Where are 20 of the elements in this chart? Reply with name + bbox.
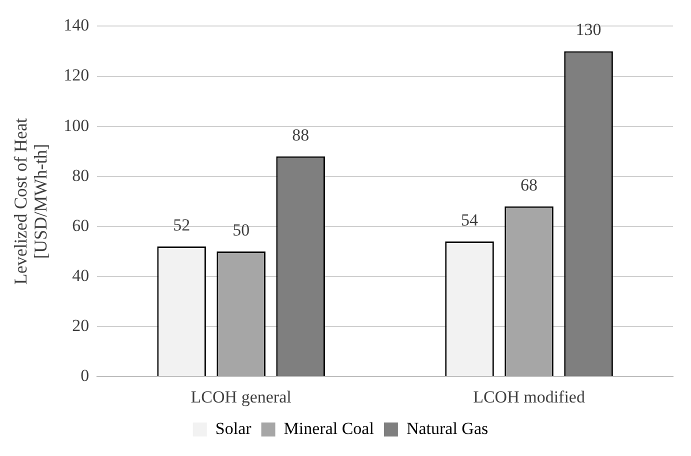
data-label: 54 [461, 210, 479, 230]
data-label: 88 [292, 125, 310, 144]
data-label: 130 [576, 20, 602, 40]
legend-label: Mineral Coal [284, 418, 374, 438]
y-tick-label: 60 [72, 216, 90, 235]
y-tick-label: 0 [80, 366, 90, 386]
data-label: 52 [173, 215, 190, 234]
legend-label: Solar [215, 418, 252, 438]
y-tick-label: 120 [64, 66, 90, 85]
y-tick-label: 140 [64, 16, 90, 35]
y-tick-label: 20 [72, 316, 90, 336]
x-tick-label: LCOH general [190, 387, 292, 406]
data-label: 50 [232, 220, 250, 240]
y-tick-label: 40 [72, 266, 90, 285]
y-axis-title: Levelized Cost of Heat [USD/MWh-th] [10, 118, 50, 285]
data-label: 68 [520, 175, 538, 194]
y-tick-label: 80 [72, 166, 90, 185]
legend-label: Natural Gas [406, 418, 488, 438]
x-tick-label: LCOH modified [473, 387, 586, 406]
y-tick-label: 100 [64, 116, 90, 135]
